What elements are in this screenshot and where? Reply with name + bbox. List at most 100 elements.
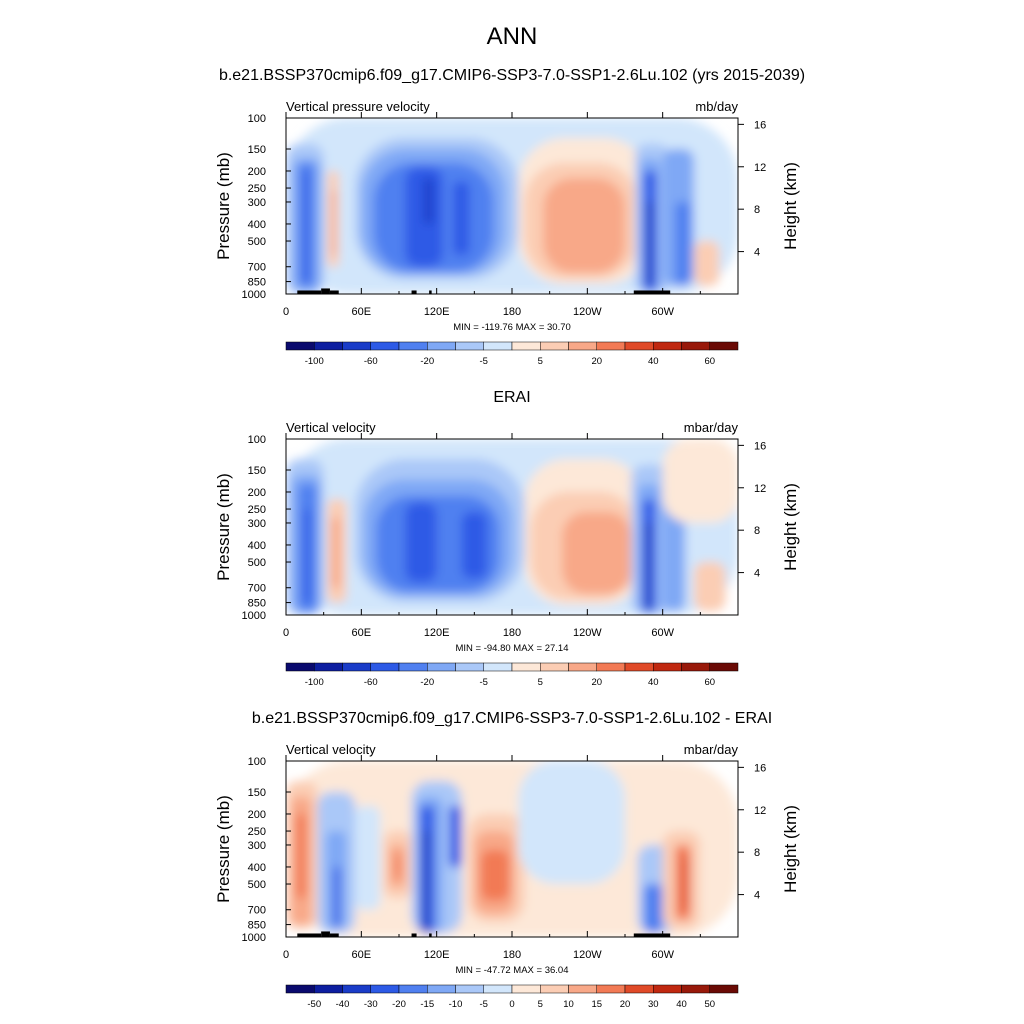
colorbar-swatch xyxy=(624,662,654,672)
colorbar-swatch xyxy=(540,984,569,994)
heatmap-cell xyxy=(405,502,437,583)
y2-tick-label: 8 xyxy=(754,525,760,537)
heatmap-cell xyxy=(331,191,337,255)
colorbar-swatch xyxy=(455,341,484,351)
colorbar-label: -30 xyxy=(364,999,378,1010)
colorbar-label: -100 xyxy=(305,677,324,688)
colorbar-swatch xyxy=(285,662,315,672)
colorbar-swatch xyxy=(681,341,710,351)
colorbar-label: -15 xyxy=(420,999,434,1010)
model-panel: Vertical pressure velocity mb/day 100 150 20… xyxy=(214,99,800,367)
heatmap-cell xyxy=(303,170,309,285)
y2-tick-label: 16 xyxy=(754,440,766,452)
x-tick-label: 60W xyxy=(651,306,674,318)
colorbar-swatch xyxy=(285,984,315,994)
units-label: mbar/day xyxy=(684,742,739,757)
land-mask xyxy=(429,290,432,294)
colorbar-swatch xyxy=(511,984,541,994)
colorbar-label: -5 xyxy=(480,999,488,1010)
y2-tick-label: 12 xyxy=(754,805,766,817)
x-tick-label: 180 xyxy=(503,627,521,639)
colorbar-swatch xyxy=(398,662,428,672)
y-tick-label: 700 xyxy=(248,583,266,595)
difference-panel: Vertical velocity mbar/day100150200250300… xyxy=(214,742,800,1010)
colorbar-swatch xyxy=(427,662,456,672)
y-tick-label: 100 xyxy=(248,756,266,768)
land-mask xyxy=(297,290,322,294)
colorbar-label: 20 xyxy=(620,999,631,1010)
obs-panel: Vertical velocity mbar/day100150200250300… xyxy=(214,420,800,688)
x-tick-label: 60E xyxy=(352,306,372,318)
colorbar-swatch xyxy=(285,341,315,351)
colorbar-swatch xyxy=(596,984,626,994)
y2-tick-label: 4 xyxy=(754,568,760,580)
y-tick-label: 300 xyxy=(248,518,266,530)
variable-label: Vertical pressure velocity xyxy=(286,99,430,114)
colorbar-swatch xyxy=(681,662,710,672)
colorbar-label: -40 xyxy=(336,999,350,1010)
land-mask xyxy=(329,290,339,294)
colorbar-swatch xyxy=(314,341,343,351)
heatmap-field xyxy=(286,761,738,937)
heatmap-cell xyxy=(694,562,726,612)
x-tick-label: 120W xyxy=(573,949,602,961)
colorbar-swatch xyxy=(455,984,484,994)
colorbar-swatch xyxy=(314,984,343,994)
colorbar-label: 15 xyxy=(591,999,602,1010)
land-mask xyxy=(633,290,671,294)
colorbar-swatch xyxy=(398,984,428,994)
heatmap-cell xyxy=(405,167,443,267)
panel-title-obs: ERAI xyxy=(493,389,530,406)
variable-label: Vertical velocity xyxy=(286,742,376,757)
colorbar-swatch xyxy=(370,341,400,351)
colorbar-swatch xyxy=(540,341,569,351)
y2-tick-label: 8 xyxy=(754,847,760,859)
colorbar-label: 0 xyxy=(509,999,514,1010)
colorbar-swatch xyxy=(596,662,626,672)
heatmap-cell xyxy=(682,856,688,910)
land-mask xyxy=(329,933,339,937)
colorbar-label: 20 xyxy=(591,677,602,688)
colorbar-swatch xyxy=(596,341,626,351)
colorbar-label: -60 xyxy=(364,356,378,367)
colorbar-swatch xyxy=(427,984,456,994)
x-tick-label: 180 xyxy=(503,306,521,318)
colorbar-swatch xyxy=(624,984,654,994)
heatmap-cell xyxy=(461,512,487,579)
y-tick-label: 850 xyxy=(248,598,266,610)
colorbar-swatch xyxy=(681,984,710,994)
colorbar-label: 30 xyxy=(648,999,659,1010)
colorbar-label: -10 xyxy=(449,999,463,1010)
y-tick-label: 400 xyxy=(248,219,266,231)
y-tick-label: 500 xyxy=(248,879,266,891)
y-tick-label: 150 xyxy=(248,787,266,799)
colorbar-swatch xyxy=(370,662,400,672)
land-mask xyxy=(297,933,322,937)
colorbar-label: 50 xyxy=(704,999,715,1010)
heatmap-cell xyxy=(662,491,686,612)
y-tick-label: 150 xyxy=(248,465,266,477)
y-tick-label: 100 xyxy=(248,113,266,125)
x-tick-label: 60W xyxy=(651,949,674,961)
land-mask xyxy=(429,933,432,937)
colorbar-label: -20 xyxy=(420,677,434,688)
colorbar-label: 40 xyxy=(648,677,659,688)
colorbar-label: -100 xyxy=(305,356,324,367)
colorbar-swatch xyxy=(568,341,597,351)
heatmap-cell xyxy=(424,831,428,934)
colorbar-swatch xyxy=(568,984,597,994)
heatmap-cell xyxy=(662,439,738,523)
y-tick-label: 250 xyxy=(248,504,266,516)
colorbar-swatch xyxy=(370,984,400,994)
y-tick-label: 200 xyxy=(248,166,266,178)
heatmap-field xyxy=(286,118,738,294)
land-mask xyxy=(411,290,417,294)
land-mask xyxy=(321,288,330,294)
colorbar-label: 40 xyxy=(648,356,659,367)
colorbar-label: 5 xyxy=(538,356,543,367)
heatmap-cell xyxy=(355,805,381,910)
colorbar-swatch xyxy=(709,341,739,351)
x-tick-label: 120E xyxy=(424,627,450,639)
colorbar-swatch xyxy=(483,662,513,672)
